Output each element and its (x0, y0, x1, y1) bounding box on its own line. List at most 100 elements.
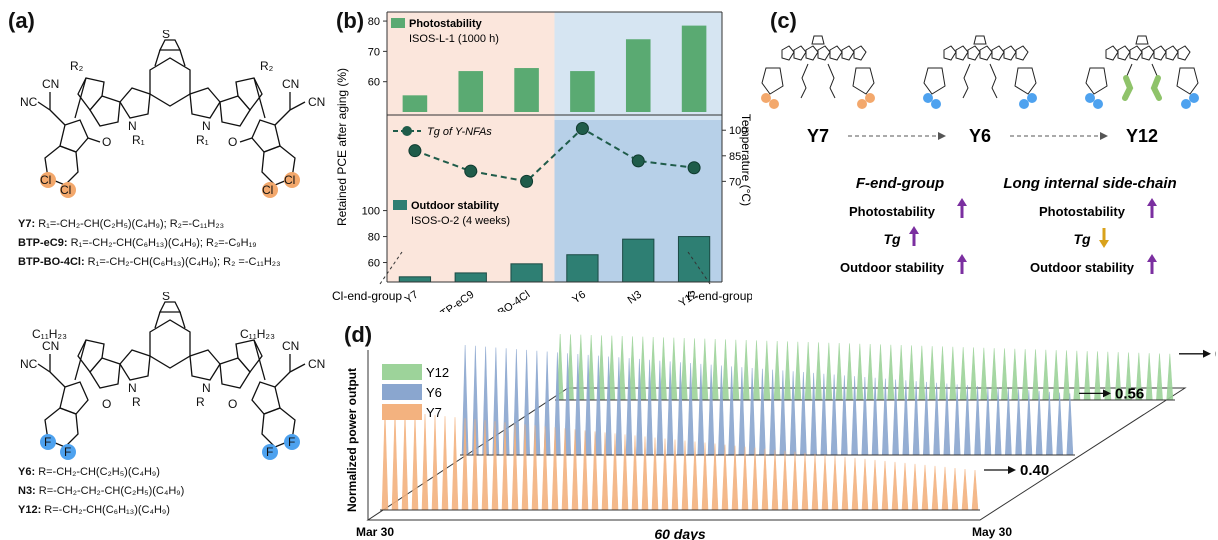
outdoor-bar (677, 236, 711, 283)
end-ring (1176, 67, 1199, 95)
f-label-2: F (64, 445, 71, 459)
ring (1015, 45, 1029, 61)
nc-label-b-left: NC (20, 357, 38, 371)
ring (805, 45, 819, 61)
molecule-definition: BTP-eC9: R₁=-CH₂-CH(C₆H₁₃)(C₄H₉); R₂=-C₉… (18, 237, 257, 249)
end-group-atom (761, 93, 771, 103)
legend-label-Y7: Y7 (426, 405, 442, 420)
molecule-name: BTP-BO-4Cl: (18, 256, 88, 268)
right-tick-label: 100 (729, 125, 747, 137)
cn-label-b-right-2: CN (308, 357, 325, 371)
end-group-atom (1085, 93, 1095, 103)
group-label-cl: Cl-end-group (332, 289, 402, 303)
molecule-definition: Y6: R=-CH₂-CH(C₂H₅)(C₄H₉) (18, 466, 160, 478)
right-axis-label: Temperature (°C) (739, 114, 752, 206)
molecule-substituents: R=-CH₂-CH(C₆H₁₃)(C₄H₉) (44, 504, 170, 516)
photostability-bar (625, 39, 651, 112)
molecule-comparison-panel: Y7 Y6 Y12 F-end-group Long internal side-cha… (761, 35, 1199, 275)
f-label-4: F (288, 435, 295, 449)
molecule-definition: Y12: R=-CH₂-CH(C₆H₁₃)(C₄H₉) (18, 504, 170, 516)
photostability-legend-swatch (391, 18, 405, 28)
ring (1117, 45, 1131, 61)
cn-label-b-right: CN (282, 339, 299, 353)
floor-outline (366, 387, 1187, 521)
ring (1165, 45, 1179, 61)
ring (1153, 45, 1167, 61)
molecule-name-Y7: Y7 (807, 126, 829, 146)
up-arrow-head (957, 254, 967, 262)
category-label: BTP-eC9 (433, 289, 477, 312)
molecule-name: Y7: (18, 218, 39, 230)
ring (829, 45, 843, 61)
outdoor-bar (566, 254, 599, 283)
cl-label-2: Cl (60, 183, 71, 197)
molecule-sketch (761, 35, 875, 99)
molecule-definition: Y7: R₁=-CH₂-CH(C₂H₅)(C₄H₉); R₂=-C₁₁H₂₃ (18, 218, 224, 230)
end-ring (923, 67, 946, 95)
ring (943, 45, 957, 61)
molecule-substituents: R₁=-CH₂-CH(C₂H₅)(C₄H₉); R₂=-C₁₁H₂₃ (38, 218, 225, 230)
property-label: Outdoor stability (1030, 260, 1135, 275)
down-arrow-head (1099, 240, 1109, 248)
tg-point (520, 174, 534, 188)
category-label: BTP-BO-4Cl (475, 289, 532, 312)
panel-b-label: (b) (336, 8, 365, 33)
category-label: Y6 (570, 289, 588, 307)
x-end-label: May 30 (972, 525, 1012, 539)
up-arrow-head (1147, 198, 1157, 206)
stability-chart: 60 70 80 Photostability ISOS-L-1 (1000 h) 70 8… (332, 11, 752, 312)
y-axis-label: Normalized power output (345, 368, 359, 512)
right-tick-label: 85 (729, 151, 741, 163)
r1-label-left: R₁ (132, 133, 145, 147)
r-label-left: R (132, 395, 141, 409)
end-group-atom (857, 99, 867, 109)
molecule-definition: BTP-BO-4Cl: R₁=-CH₂-CH(C₆H₁₃)(C₄H₉); R₂ … (18, 256, 281, 268)
o-label-right: O (228, 135, 237, 149)
side-chain (800, 63, 836, 99)
outdoor-bar (622, 238, 655, 283)
tg-legend-label: Tg of Y-NFAs (427, 126, 492, 138)
outdoor-bar (510, 263, 543, 283)
ring (1105, 45, 1119, 61)
r-label-right: R (196, 395, 205, 409)
end-group-atom (923, 93, 933, 103)
outdoor-power-chart: 0.70 0.56 0.40 Y12 Y6 Y7 Normalized power outp… (345, 333, 1216, 540)
f-pointer (687, 251, 711, 285)
y-tick-label: 60 (368, 258, 380, 270)
property-label: Tɡ (883, 231, 901, 247)
f-label-1: F (44, 435, 51, 449)
tg-line (414, 127, 695, 183)
r1-label-right: R₁ (196, 133, 209, 147)
tg-point (464, 164, 478, 178)
photostability-bar (681, 25, 707, 112)
molecule-name-Y12: Y12 (1126, 126, 1158, 146)
outdoor-bar (398, 276, 432, 283)
panel-a-label: (a) (8, 8, 35, 33)
tg-point (575, 122, 589, 136)
end-value-arrow (1203, 349, 1211, 358)
panel-d-label: (d) (344, 322, 373, 347)
ring (1177, 45, 1191, 61)
molecule-sketch (1085, 35, 1199, 99)
c11-label-left: C₁₁H₂₃ (32, 327, 67, 341)
ring (811, 35, 825, 45)
y-tick-label: 100 (362, 206, 380, 218)
cl-label-4: Cl (284, 173, 295, 187)
long-chain-highlight (1150, 75, 1162, 101)
end-group-atom (769, 99, 779, 109)
molecule-name: Y12: (18, 504, 45, 516)
ring (955, 45, 969, 61)
molecule-bottom-structure: S C₁₁H₂₃ C₁₁H₂₃ N N R R CN NC CN CN O O … (20, 292, 325, 460)
cl-label-1: Cl (40, 173, 51, 187)
molecule-substituents: R₁=-CH₂-CH(C₆H₁₃)(C₄H₉); R₂ =-C₁₁H₂₃ (87, 256, 281, 268)
ring (967, 45, 981, 61)
cn-label-right: CN (282, 77, 299, 91)
r2-label-left: R₂ (70, 59, 84, 73)
n-label-left: N (128, 119, 137, 133)
column-header: F-end-group (856, 175, 944, 192)
molecule-substituents: R₁=-CH₂-CH(C₆H₁₃)(C₄H₉); R₂=-C₉H₁₉ (70, 237, 257, 249)
end-group-atom (1189, 93, 1199, 103)
property-label: Photostability (1039, 204, 1126, 219)
ring (853, 45, 867, 61)
y-tick-label: 70 (368, 46, 380, 58)
